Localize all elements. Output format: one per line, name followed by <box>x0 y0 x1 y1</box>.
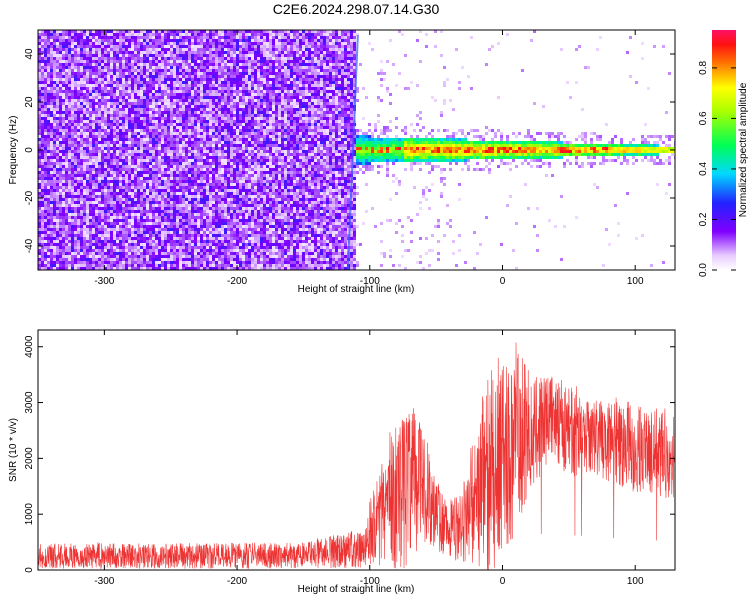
x-tick-label: -300 <box>94 276 114 287</box>
y-tick-label: 3000 <box>24 391 35 414</box>
snr-frame <box>37 329 676 571</box>
y-tick-label: -20 <box>24 190 35 205</box>
snr-y-label: SNR (10 * v/v) <box>8 418 19 482</box>
y-tick-label: 0 <box>24 147 35 153</box>
colorbar-tick-label: 0.2 <box>698 212 709 226</box>
y-tick-label: 0 <box>24 567 35 573</box>
x-tick-label: -200 <box>227 276 247 287</box>
x-tick-label: -100 <box>360 576 380 587</box>
y-tick-label: -40 <box>24 238 35 253</box>
y-tick-label: 40 <box>24 48 35 60</box>
colorbar-tick-label: 0.8 <box>698 61 709 75</box>
x-tick-label: -100 <box>360 276 380 287</box>
y-tick-label: 4000 <box>24 335 35 358</box>
colorbar-gradient <box>712 30 736 270</box>
colorbar-tick-label: 0.4 <box>698 162 709 176</box>
colorbar: 0.0 0.2 0.4 0.6 0.8 Normalized spectral ampl… <box>698 30 749 277</box>
spectrogram-y-label: Frequency (Hz) <box>8 116 19 185</box>
x-tick-label: -300 <box>94 576 114 587</box>
spectrogram-heatmap <box>38 30 675 270</box>
x-tick-label: 0 <box>500 276 506 287</box>
y-tick-label: 20 <box>24 96 35 108</box>
x-tick-label: 100 <box>627 576 644 587</box>
transition-edge-streak <box>346 34 359 270</box>
colorbar-label: Normalized spectral amplitude <box>738 82 749 217</box>
figure-title: C2E6.2024.298.07.14.G30 <box>273 1 440 17</box>
colorbar-tick-label: 0.6 <box>698 111 709 125</box>
snr-series-line <box>38 342 675 570</box>
x-tick-label: 0 <box>500 576 506 587</box>
spectrogram-x-label: Height of straight line (km) <box>298 284 415 295</box>
colorbar-ticks: 0.0 0.2 0.4 0.6 0.8 <box>698 61 736 277</box>
y-tick-label: 1000 <box>24 503 35 526</box>
snr-x-label: Height of straight line (km) <box>298 584 415 595</box>
x-tick-label: 100 <box>627 276 644 287</box>
y-tick-label: 2000 <box>24 447 35 470</box>
colorbar-tick-label: 0.0 <box>698 263 709 277</box>
x-tick-label: -200 <box>227 576 247 587</box>
